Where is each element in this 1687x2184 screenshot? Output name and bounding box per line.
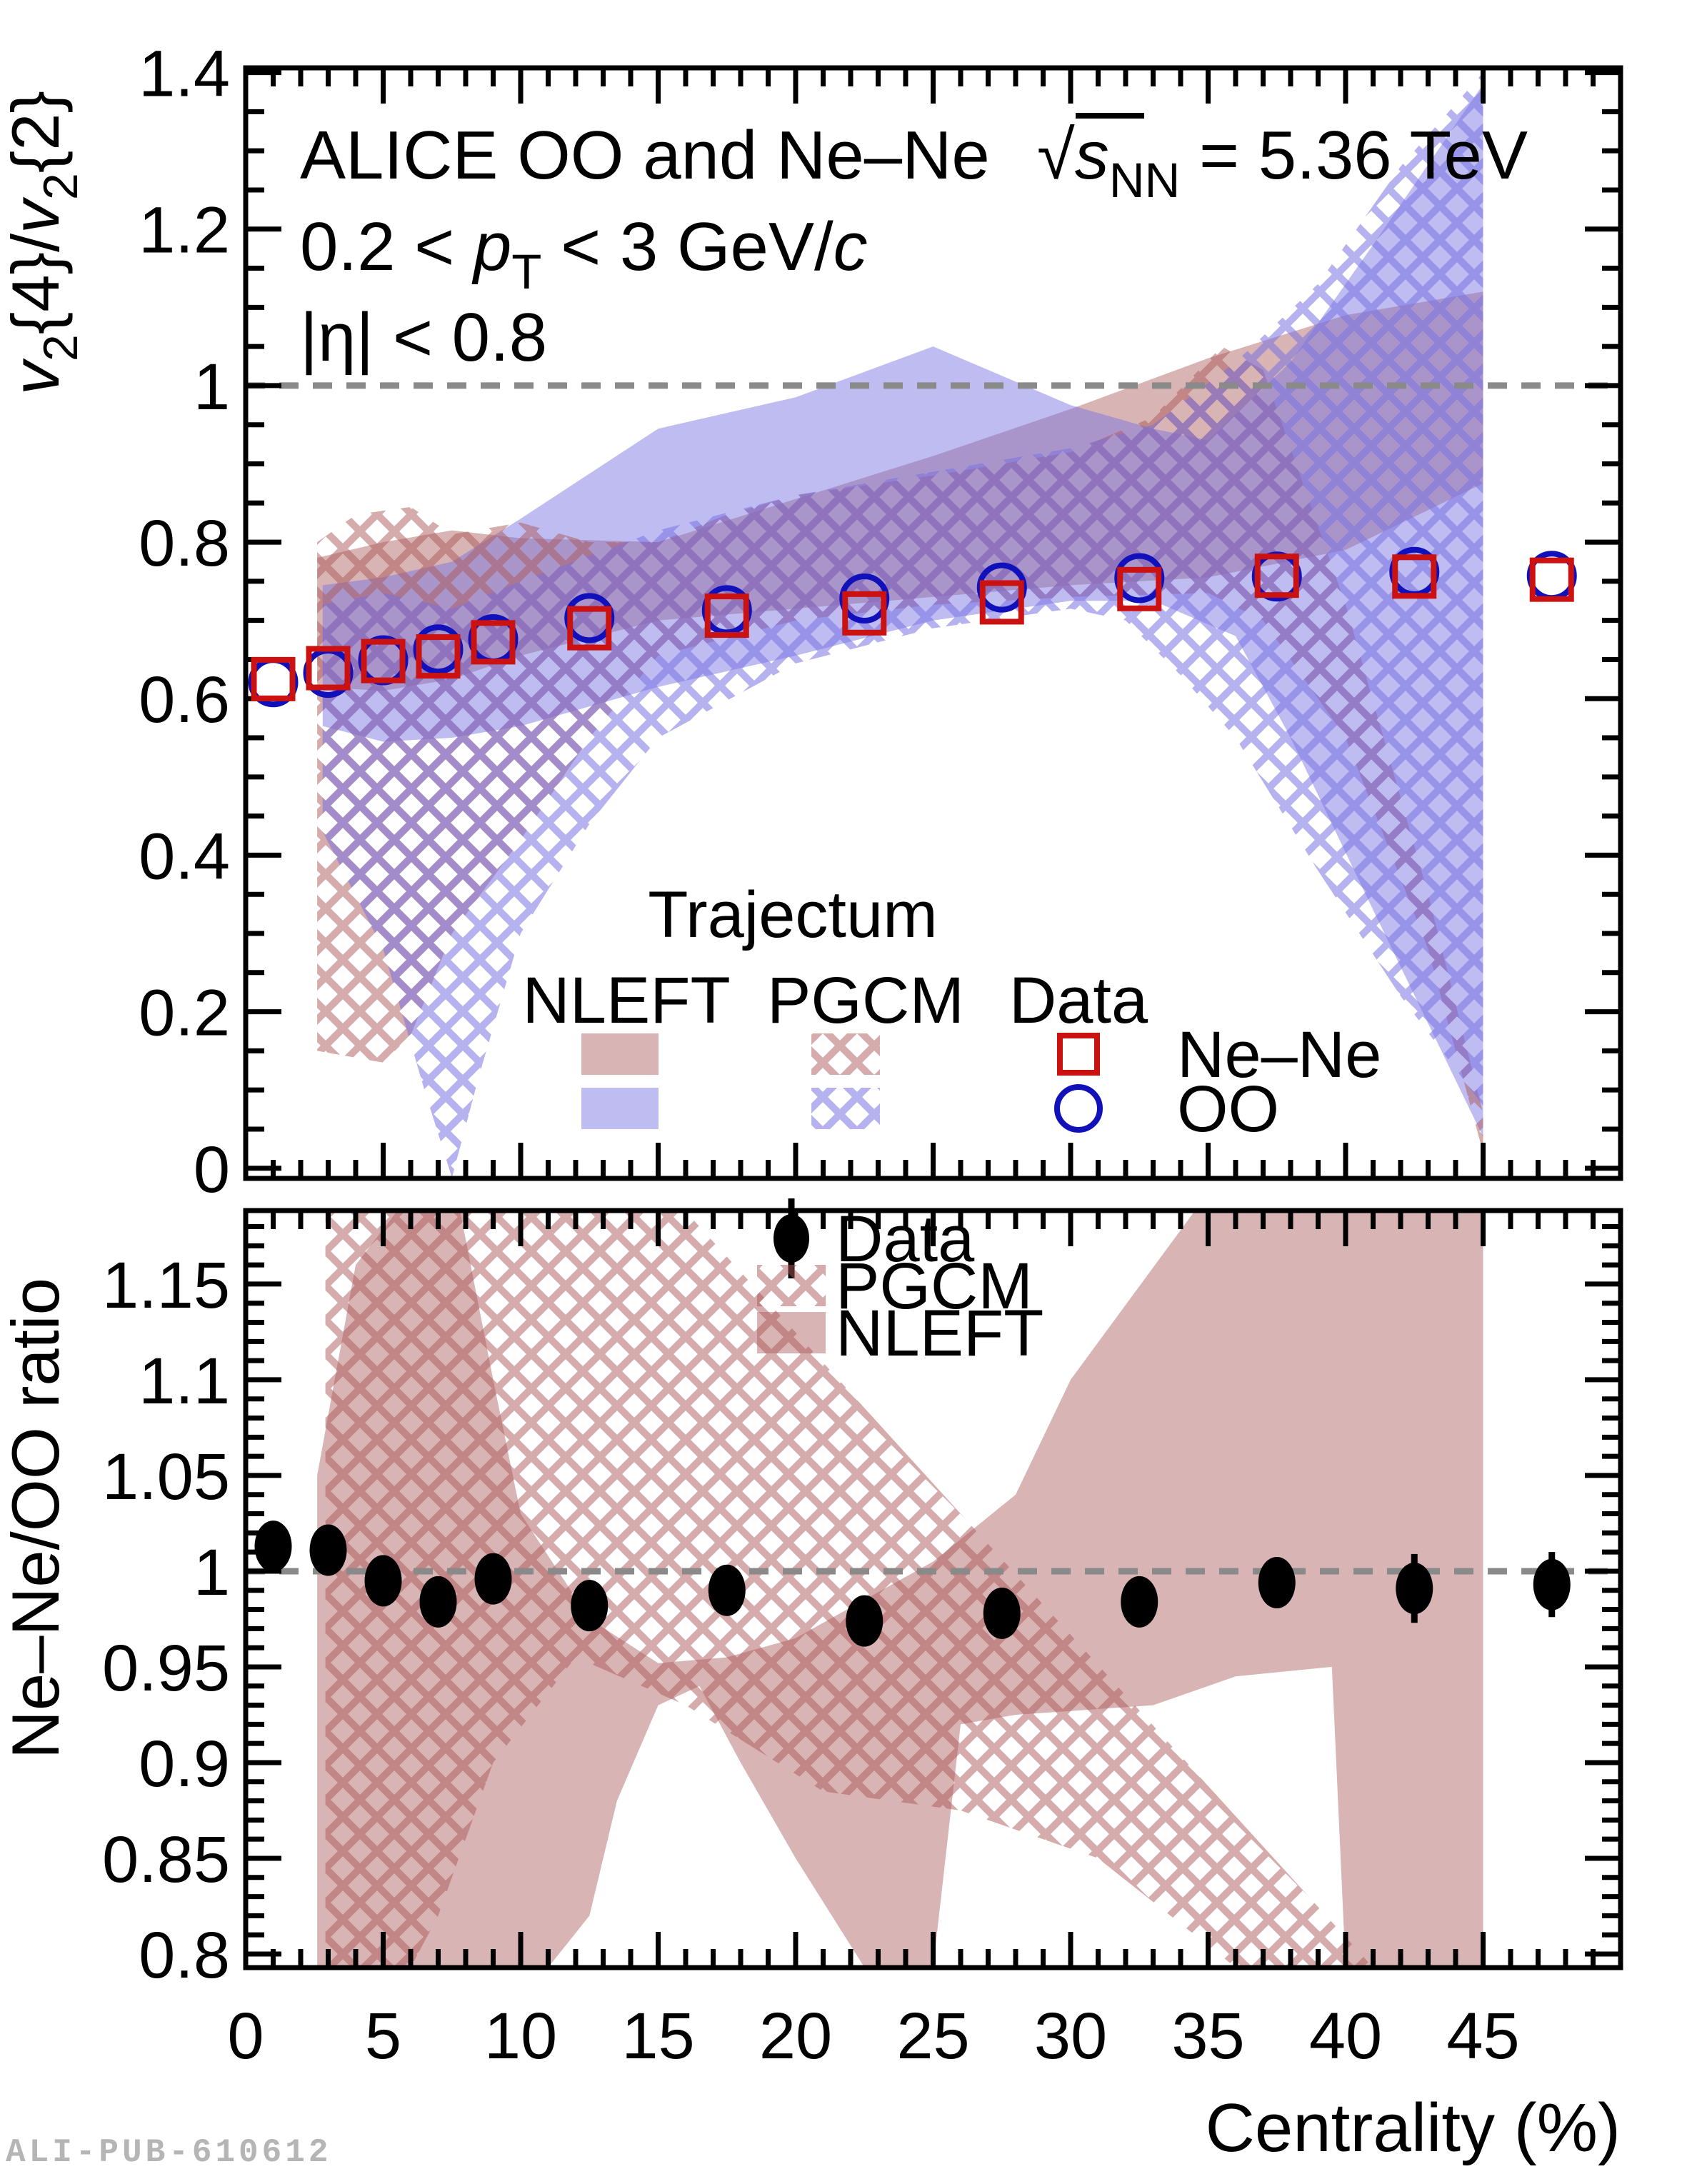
x-tick-label: 25 [896,2000,969,2073]
legend-column-label: Data [1009,964,1148,1037]
x-tick-label: 20 [759,2000,832,2073]
y-axis-title: v2{4}/v2{2} [0,91,88,395]
y-tick-label: 0.8 [139,1919,230,1992]
y-tick-label: 0.95 [102,1632,230,1705]
legend-data-marker [774,1214,809,1263]
model-bands [317,72,1483,1178]
x-tick-label: 45 [1446,2000,1519,2073]
data-filled-circle-marker [708,1564,746,1616]
nene-open-square-marker [306,646,351,691]
data-series [254,1521,1571,1647]
nene-open-square-marker [842,591,887,636]
x-tick-labels: 0 5 10 15 20 25 30 35 40 45 [227,2000,1519,2073]
watermark: ALI-PUB-610612 [6,2134,332,2171]
title-energy: √sNN = 5.36 TeV [1037,117,1528,208]
top-panel: 0 0.2 0.4 0.6 0.8 1 1.2 1.4 v2{4}/v2{2} [0,38,1623,1206]
y-tick-labels: 0.8 0.85 0.9 0.95 1 1.05 1.1 1.15 [102,1249,230,1992]
nene-open-square-marker [1254,553,1299,598]
axis-ticks [243,68,1623,1178]
sqrt-overline [1076,113,1144,119]
data-filled-circle-marker [1533,1558,1571,1611]
data-filled-circle-marker [474,1553,512,1605]
data-series [248,546,1577,708]
x-axis-title: Centrality (%) [1206,2090,1621,2166]
x-tick-label: 0 [227,2000,264,2073]
band-pgcm-oo [322,72,1483,1178]
nene-open-square-marker [979,580,1024,625]
model-bands [317,1211,1483,1968]
nene-open-square-marker [471,620,516,665]
nene-open-square-marker [416,634,461,679]
y-tick-label: 0.4 [139,820,230,893]
nene-open-square-marker [1057,1033,1100,1076]
nene-open-square-marker [1117,566,1162,611]
axis-ticks [243,1211,1623,1968]
legend-column-label: NLEFT [522,964,730,1037]
y-tick-label: 0.2 [139,977,230,1050]
y-tick-label: 0 [194,1133,230,1206]
legend-header: Trajectum [648,878,938,951]
data-filled-circle-marker [983,1587,1021,1639]
y-tick-label: 1 [194,351,230,424]
legend-nleft-swatch [581,1033,659,1075]
data-filled-circle-marker [309,1524,347,1576]
y-tick-label: 1.1 [139,1345,230,1418]
nene-open-square-marker [361,638,406,683]
title-pt-range: 0.2 < pT < 3 GeV/c [300,209,868,299]
nene-open-square-marker [567,606,612,651]
y-tick-label: 1 [194,1536,230,1609]
x-tick-label: 35 [1171,2000,1244,2073]
y-axis-title: Ne–Ne/OO ratio [0,1278,73,1759]
oo-open-circle-marker [1054,1084,1103,1133]
data-filled-circle-marker [571,1580,609,1632]
y-tick-label: 0.9 [139,1728,230,1800]
nene-open-square-marker [1529,557,1574,602]
y-tick-label: 0.6 [139,663,230,736]
title-system: ALICE OO and Ne–Ne [300,117,990,194]
legend-nleft-swatch [581,1088,659,1129]
legend-entry-label: NLEFT [836,1297,1043,1370]
legend-pgcm-swatch [811,1088,880,1129]
nene-open-square-marker [1392,554,1437,599]
y-tick-label: 1.15 [102,1249,230,1322]
legend-pgcm-swatch [757,1265,826,1306]
legend-entry-label: PGCM [836,1250,1033,1323]
x-tick-label: 40 [1309,2000,1382,2073]
data-filled-circle-marker [1396,1563,1433,1615]
legend-row-label: OO [1177,1073,1279,1146]
legend-nleft-swatch [757,1312,826,1353]
nene-open-square-marker [251,656,296,701]
legend-column-label: PGCM [767,964,964,1037]
data-filled-circle-marker [364,1555,402,1607]
legend-pgcm-swatch [811,1033,880,1075]
y-tick-label: 0.8 [139,507,230,580]
data-filled-circle-marker [1258,1557,1296,1609]
x-tick-label: 10 [484,2000,557,2073]
data-filled-circle-marker [254,1521,292,1573]
data-filled-circle-marker [846,1595,883,1647]
title-eta-range: |η| < 0.8 [300,299,547,376]
legend-row-label: Ne–Ne [1177,1018,1381,1091]
legend-entry-label: Data [836,1203,975,1276]
y-tick-label: 0.85 [102,1823,230,1896]
data-filled-circle-marker [1121,1576,1158,1628]
y-tick-label: 1.05 [102,1441,230,1513]
bottom-panel: 0.8 0.85 0.9 0.95 1 1.05 1.1 1.15 0 5 10 15 20 25 30 35… [0,1208,1623,2166]
x-tick-label: 15 [621,2000,694,2073]
annotations: ALICE OO and Ne–Ne √sNN = 5.36 TeV 0.2 < p… [300,113,1528,376]
nene-open-square-marker [704,593,749,638]
data-filled-circle-marker [419,1576,457,1628]
x-tick-label: 5 [365,2000,401,2073]
x-tick-label: 30 [1034,2000,1107,2073]
y-tick-label: 1.2 [139,194,230,267]
y-tick-labels: 0 0.2 0.4 0.6 0.8 1 1.2 1.4 [139,38,230,1206]
band-pgcm [325,1211,1373,1968]
y-tick-label: 1.4 [139,38,230,111]
